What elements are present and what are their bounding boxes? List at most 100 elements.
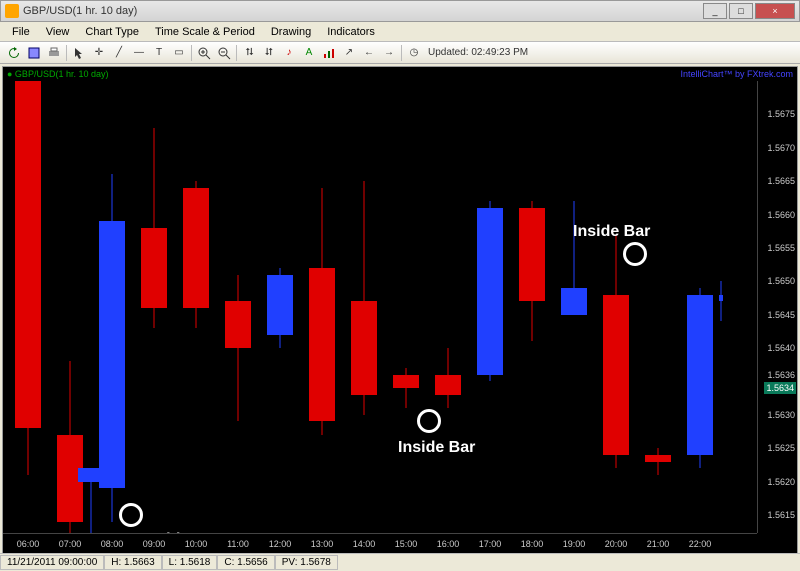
- status-low: L: 1.5618: [162, 555, 218, 570]
- x-tick: 16:00: [437, 539, 460, 549]
- tool-save-icon[interactable]: [25, 44, 43, 62]
- annotation-circle: [119, 503, 143, 527]
- x-tick: 06:00: [17, 539, 40, 549]
- y-tick: 1.5636: [767, 370, 795, 380]
- tool-cursor-icon[interactable]: [70, 44, 88, 62]
- y-tick: 1.5655: [767, 243, 795, 253]
- candle[interactable]: [15, 81, 41, 535]
- statusbar: 11/21/2011 09:00:00 H: 1.5663 L: 1.5618 …: [0, 553, 800, 571]
- y-tick: 1.5645: [767, 310, 795, 320]
- status-high: H: 1.5663: [104, 555, 161, 570]
- tool-right-icon[interactable]: →: [380, 44, 398, 62]
- x-tick: 15:00: [395, 539, 418, 549]
- current-price-label: 1.5634: [764, 382, 796, 394]
- candle[interactable]: [603, 81, 629, 535]
- plot-area[interactable]: Inside BarInside BarInside Bar: [3, 81, 757, 533]
- candle[interactable]: [645, 81, 671, 535]
- x-tick: 21:00: [647, 539, 670, 549]
- tool-chart1-icon[interactable]: ⮁: [240, 44, 258, 62]
- y-axis: 1.5675 1.5670 1.5665 1.5660 1.5655 1.5650 1.56…: [757, 81, 797, 533]
- x-tick: 20:00: [605, 539, 628, 549]
- menu-time-scale[interactable]: Time Scale & Period: [147, 24, 263, 40]
- y-tick: 1.5665: [767, 176, 795, 186]
- tool-zoomin-icon[interactable]: [195, 44, 213, 62]
- y-tick: 1.5640: [767, 343, 795, 353]
- candle[interactable]: [141, 81, 167, 535]
- tool-hline-icon[interactable]: —: [130, 44, 148, 62]
- candle[interactable]: [719, 81, 723, 535]
- chart-provider-link[interactable]: IntelliChart™ by FXtrek.com: [680, 69, 793, 79]
- annotation-circle: [417, 409, 441, 433]
- minimize-button[interactable]: _: [703, 3, 727, 19]
- x-tick: 14:00: [353, 539, 376, 549]
- tool-line-icon[interactable]: ╱: [110, 44, 128, 62]
- x-tick: 22:00: [689, 539, 712, 549]
- candle[interactable]: [393, 81, 419, 535]
- tool-chart2-icon[interactable]: ⮃: [260, 44, 278, 62]
- window-titlebar: GBP/USD(1 hr. 10 day) _ □ ×: [0, 0, 800, 22]
- candle[interactable]: [435, 81, 461, 535]
- tool-clock-icon[interactable]: ◷: [405, 44, 423, 62]
- status-close: C: 1.5656: [217, 555, 274, 570]
- tool-crosshair-icon[interactable]: ✛: [90, 44, 108, 62]
- menu-view[interactable]: View: [38, 24, 78, 40]
- y-tick: 1.5650: [767, 276, 795, 286]
- candle[interactable]: [183, 81, 209, 535]
- y-tick: 1.5630: [767, 410, 795, 420]
- menubar: File View Chart Type Time Scale & Period…: [0, 22, 800, 42]
- candle[interactable]: [519, 81, 545, 535]
- tool-zoomout-icon[interactable]: [215, 44, 233, 62]
- x-tick: 11:00: [227, 539, 249, 549]
- annotation-circle: [623, 242, 647, 266]
- menu-drawing[interactable]: Drawing: [263, 24, 319, 40]
- annotation-label: Inside Bar: [398, 439, 475, 457]
- toolbar: ✛ ╱ — T ▭ ⮁ ⮃ ♪ A ↗ ← → ◷ Updated: 02:49…: [0, 42, 800, 64]
- menu-file[interactable]: File: [4, 24, 38, 40]
- x-tick: 19:00: [563, 539, 586, 549]
- x-tick: 18:00: [521, 539, 544, 549]
- candle[interactable]: [477, 81, 503, 535]
- maximize-button[interactable]: □: [729, 3, 753, 19]
- y-tick: 1.5620: [767, 477, 795, 487]
- y-tick: 1.5615: [767, 510, 795, 520]
- x-tick: 09:00: [143, 539, 166, 549]
- x-tick: 07:00: [59, 539, 82, 549]
- candle[interactable]: [309, 81, 335, 535]
- status-datetime: 11/21/2011 09:00:00: [0, 555, 104, 570]
- candle[interactable]: [267, 81, 293, 535]
- x-tick: 13:00: [311, 539, 334, 549]
- y-tick: 1.5660: [767, 210, 795, 220]
- x-tick: 17:00: [479, 539, 502, 549]
- tool-rect-icon[interactable]: ▭: [170, 44, 188, 62]
- x-tick: 10:00: [185, 539, 208, 549]
- tool-refresh-icon[interactable]: [5, 44, 23, 62]
- candle[interactable]: [687, 81, 713, 535]
- tool-text-icon[interactable]: T: [150, 44, 168, 62]
- chart-area[interactable]: ● GBP/USD(1 hr. 10 day) IntelliChart™ by…: [2, 66, 798, 554]
- tool-print-icon[interactable]: [45, 44, 63, 62]
- x-tick: 12:00: [269, 539, 292, 549]
- updated-label: Updated: 02:49:23 PM: [428, 47, 528, 58]
- menu-indicators[interactable]: Indicators: [319, 24, 383, 40]
- x-axis: 06:00 07:00 08:00 09:00 10:00 11:00 12:00 13:00…: [3, 533, 757, 553]
- y-tick: 1.5670: [767, 143, 795, 153]
- tool-left-icon[interactable]: ←: [360, 44, 378, 62]
- x-tick: 08:00: [101, 539, 124, 549]
- tool-trend-icon[interactable]: ↗: [340, 44, 358, 62]
- candle[interactable]: [351, 81, 377, 535]
- tool-bars-icon[interactable]: [320, 44, 338, 62]
- menu-chart-type[interactable]: Chart Type: [77, 24, 147, 40]
- window-title: GBP/USD(1 hr. 10 day): [23, 5, 701, 17]
- y-tick: 1.5625: [767, 443, 795, 453]
- y-tick: 1.5675: [767, 109, 795, 119]
- chart-title: ● GBP/USD(1 hr. 10 day): [7, 69, 108, 79]
- candle[interactable]: [561, 81, 587, 535]
- annotation-label: Inside Bar: [573, 223, 650, 241]
- tool-a-icon[interactable]: A: [300, 44, 318, 62]
- tool-fib-icon[interactable]: ♪: [280, 44, 298, 62]
- candle[interactable]: [225, 81, 251, 535]
- candle[interactable]: [99, 81, 125, 535]
- app-icon: [5, 4, 19, 18]
- close-button[interactable]: ×: [755, 3, 795, 19]
- status-pv: PV: 1.5678: [275, 555, 338, 570]
